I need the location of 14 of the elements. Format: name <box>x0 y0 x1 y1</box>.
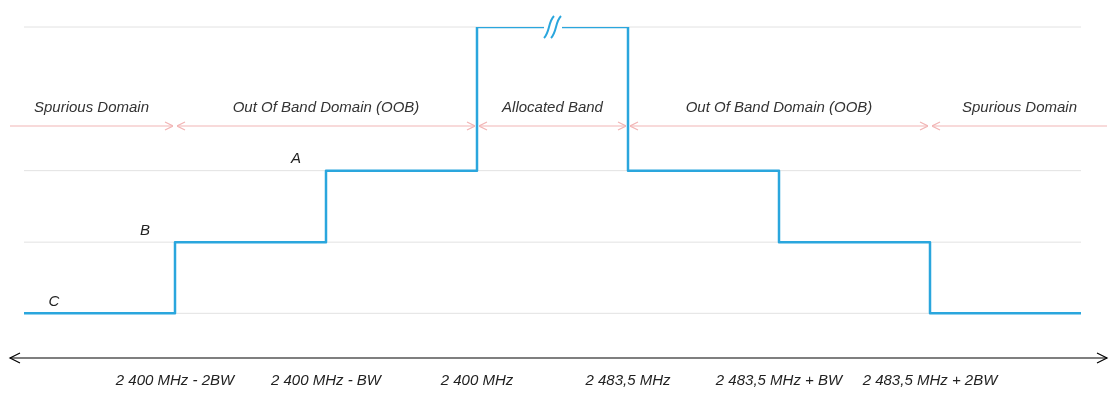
x-tick-label: 2 483,5 MHz + BW <box>714 371 844 389</box>
x-tick-label: 2 483,5 MHz + 2BW <box>861 371 1000 389</box>
ref-line-label: C <box>48 291 60 309</box>
x-tick-label: 2 400 MHz - 2BW <box>114 371 237 389</box>
x-tick-label: 2 400 MHz <box>439 371 514 389</box>
ref-line-label: B <box>139 220 151 238</box>
annotation: Out Of Band Domain (OOB) <box>684 98 874 115</box>
x-tick-label: 2 483,5 MHz <box>584 371 672 389</box>
x-tick-label: 2 400 MHz - BW <box>269 371 383 389</box>
annotation: Out Of Band Domain (OOB) <box>231 98 421 115</box>
annotation: Spurious Domain <box>960 98 1079 115</box>
ref-line-label: A <box>289 149 302 167</box>
annotation: Allocated Band <box>500 98 604 115</box>
annotation: Spurious Domain <box>32 98 151 115</box>
